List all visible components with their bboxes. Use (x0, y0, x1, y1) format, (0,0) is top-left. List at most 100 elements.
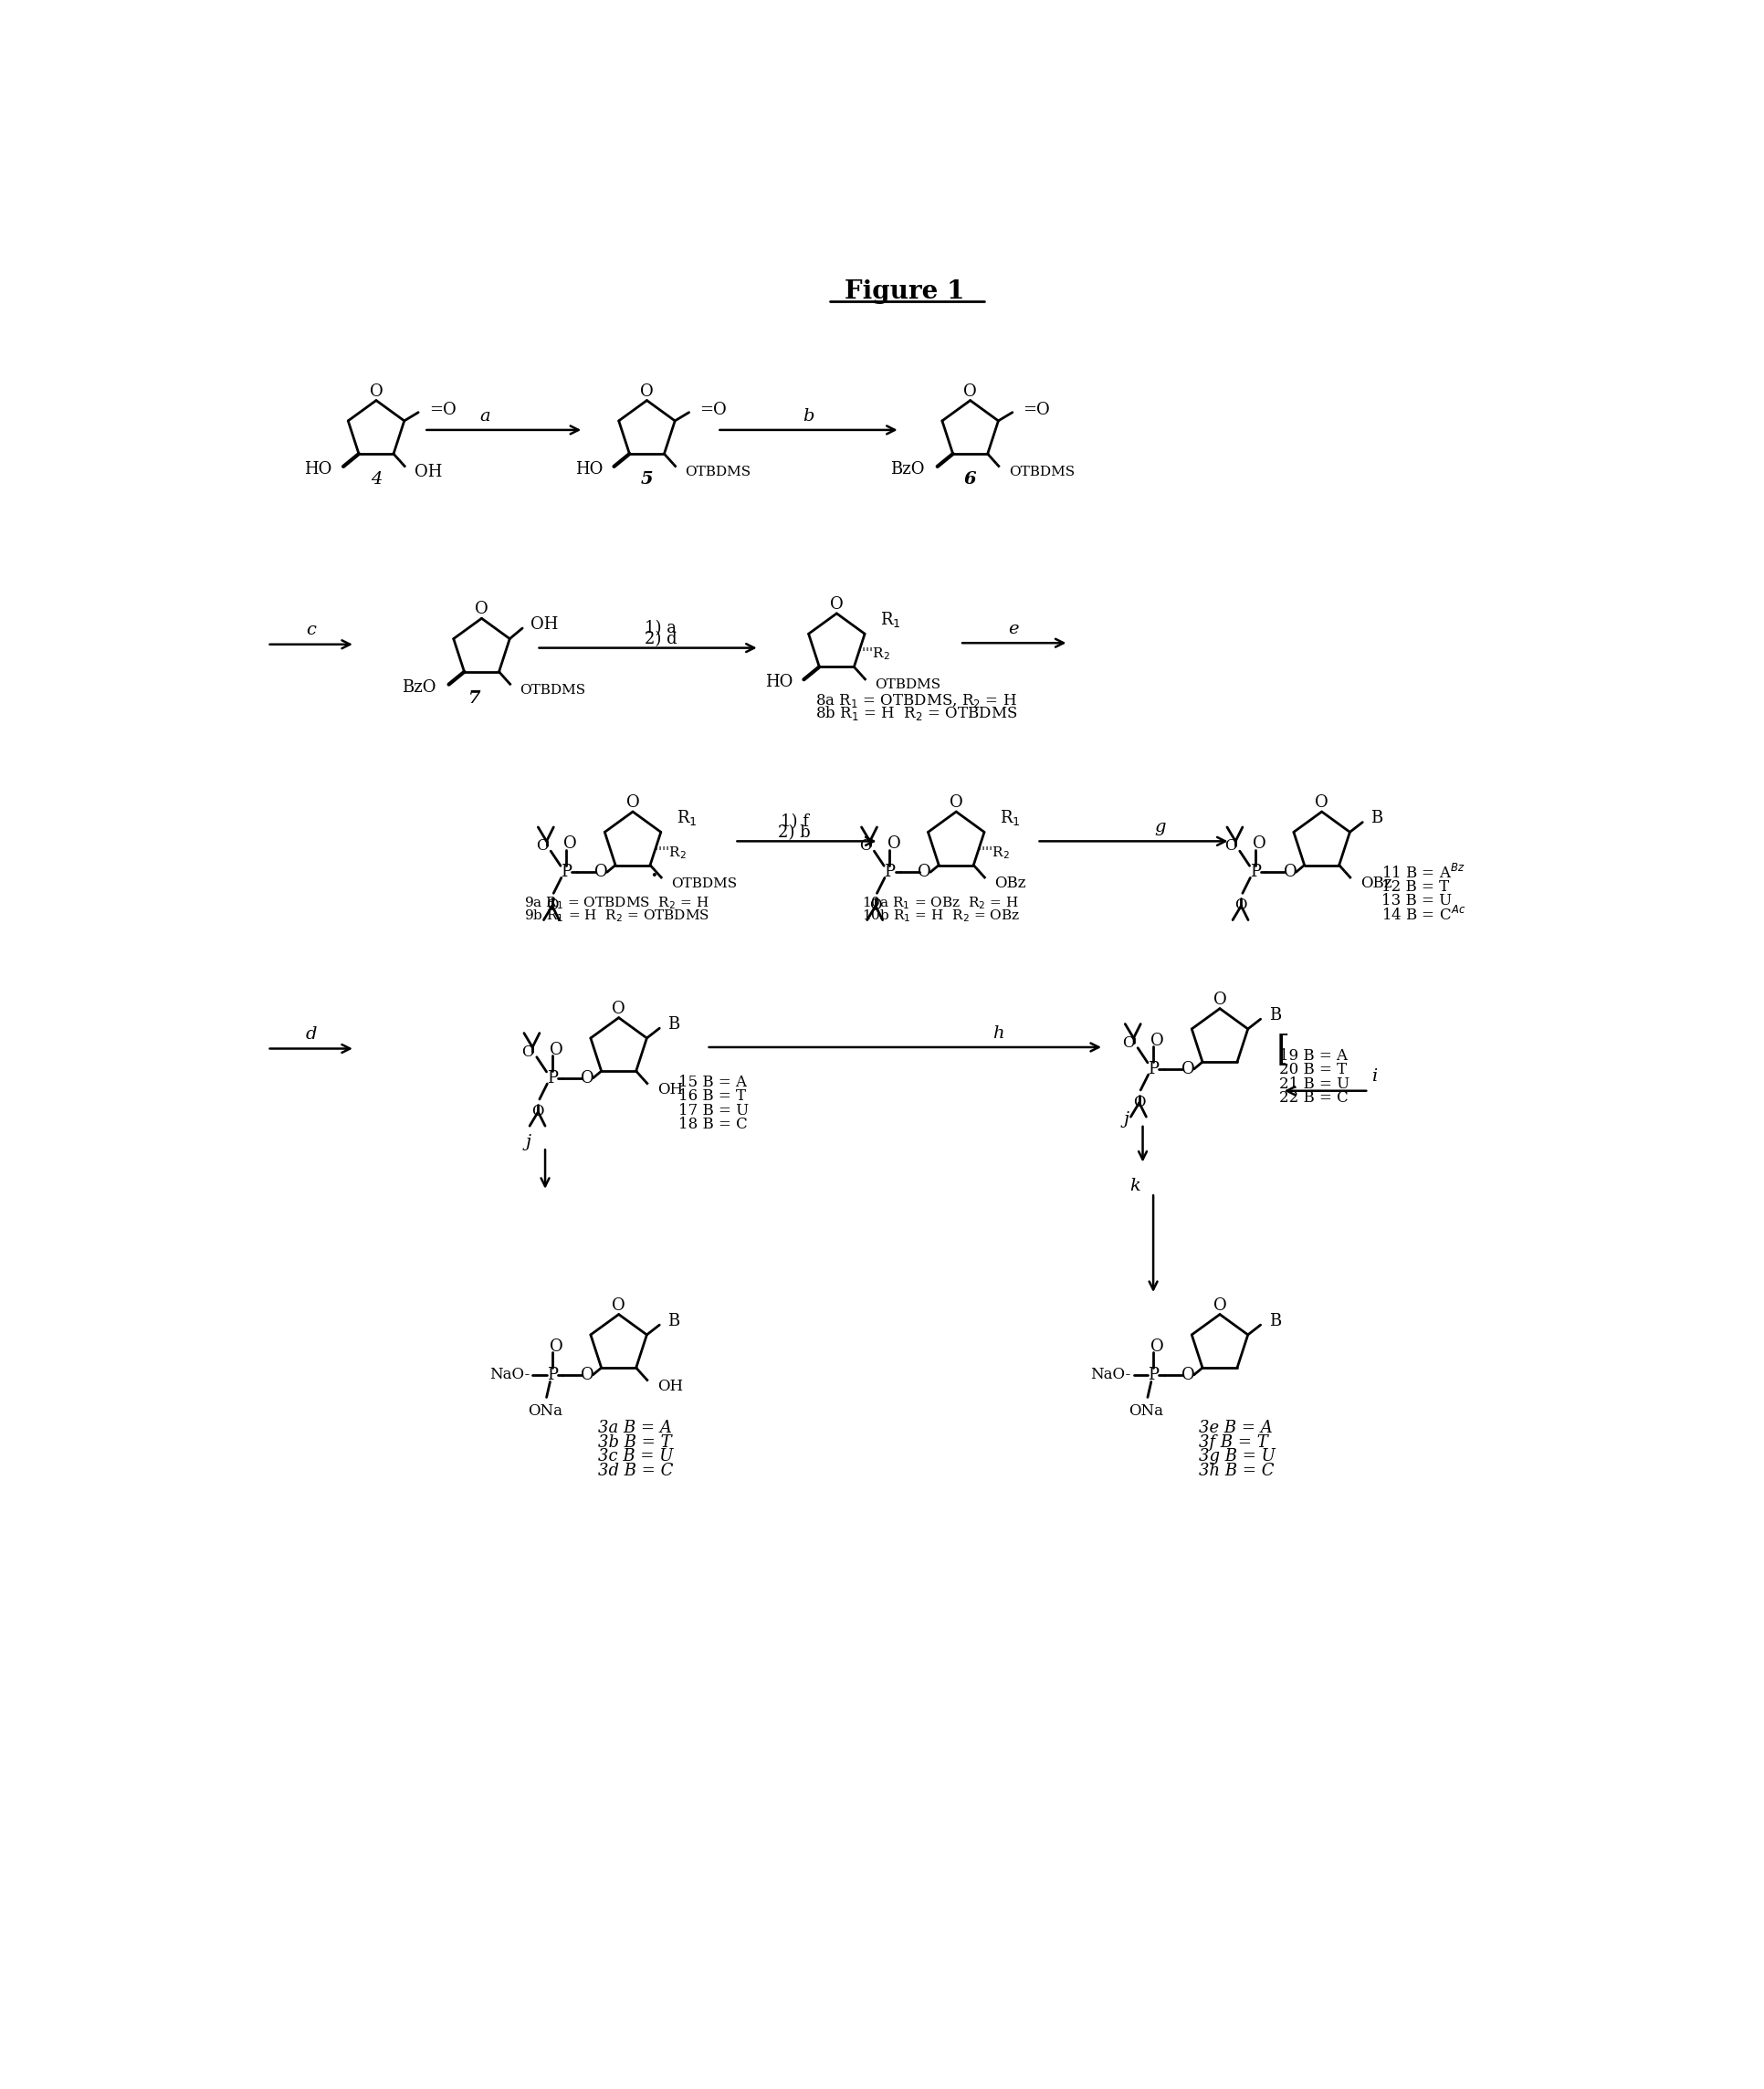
Text: O: O (531, 1103, 543, 1120)
Text: O: O (1182, 1061, 1194, 1078)
Text: O: O (580, 1070, 594, 1086)
Text: B: B (667, 1312, 679, 1329)
Text: 3h B = C: 3h B = C (1198, 1462, 1274, 1479)
Text: 11 B = A$^{Bz}$: 11 B = A$^{Bz}$ (1381, 863, 1464, 882)
Text: 6: 6 (963, 470, 975, 487)
Text: B: B (1371, 811, 1383, 827)
Text: O: O (612, 1001, 624, 1017)
Text: ''''R$_2$: ''''R$_2$ (653, 844, 686, 861)
Text: O: O (963, 382, 977, 399)
Text: OH: OH (656, 1082, 683, 1097)
Text: 1) f: 1) f (780, 813, 808, 829)
Text: 14 B = C$^{Ac}$: 14 B = C$^{Ac}$ (1381, 907, 1464, 923)
Text: OBz: OBz (1360, 875, 1392, 892)
Text: 3a B = A: 3a B = A (598, 1421, 670, 1437)
Text: O: O (369, 382, 383, 399)
Text: OTBDMS: OTBDMS (520, 683, 586, 696)
Text: 9b R$_1$ = H  R$_2$ = OTBDMS: 9b R$_1$ = H R$_2$ = OTBDMS (524, 907, 709, 923)
Text: O: O (594, 865, 609, 879)
Text: O: O (563, 836, 577, 852)
Text: O: O (522, 1044, 533, 1059)
Text: 17 B = U: 17 B = U (677, 1103, 748, 1118)
Text: =O: =O (429, 401, 455, 418)
Text: BzO: BzO (891, 462, 924, 478)
Text: =O: =O (699, 401, 727, 418)
Text: ''''R$_2$: ''''R$_2$ (857, 646, 891, 662)
Text: P: P (561, 865, 572, 879)
Text: 1) a: 1) a (644, 620, 677, 637)
Text: d: d (305, 1026, 316, 1042)
Text: O: O (534, 838, 547, 854)
Text: O: O (1235, 898, 1247, 913)
Text: O: O (626, 794, 639, 811)
Text: g: g (1154, 819, 1166, 836)
Text: O: O (859, 838, 871, 854)
Text: [: [ (1275, 1034, 1289, 1067)
Text: HO: HO (303, 462, 332, 478)
Text: O: O (549, 1339, 563, 1356)
Text: O: O (1224, 838, 1237, 854)
Text: 3e B = A: 3e B = A (1198, 1421, 1272, 1437)
Text: O: O (887, 836, 900, 852)
Text: 10b R$_1$ = H  R$_2$ = OBz: 10b R$_1$ = H R$_2$ = OBz (861, 907, 1020, 923)
Text: 16 B = T: 16 B = T (677, 1088, 746, 1105)
Text: O: O (1314, 794, 1328, 811)
Text: OH: OH (531, 616, 557, 633)
Text: e: e (1007, 620, 1018, 637)
Text: 8b R$_1$ = H  R$_2$ = OTBDMS: 8b R$_1$ = H R$_2$ = OTBDMS (815, 704, 1018, 723)
Text: P: P (547, 1070, 557, 1086)
Text: a: a (480, 407, 490, 424)
Text: O: O (829, 595, 843, 612)
Text: 10a R$_1$ = OBz  R$_2$ = H: 10a R$_1$ = OBz R$_2$ = H (861, 894, 1018, 911)
Text: HO: HO (575, 462, 603, 478)
Text: 3b B = T: 3b B = T (598, 1433, 670, 1450)
Text: =O: =O (1023, 401, 1050, 418)
Text: ''''R$_2$: ''''R$_2$ (977, 844, 1009, 861)
Text: 13 B = U: 13 B = U (1381, 894, 1452, 909)
Text: 3c B = U: 3c B = U (598, 1448, 672, 1464)
Text: O: O (1282, 865, 1297, 879)
Text: O: O (1182, 1366, 1194, 1383)
Text: c: c (305, 623, 316, 639)
Text: 20 B = T: 20 B = T (1279, 1061, 1346, 1078)
Text: OTBDMS: OTBDMS (670, 877, 737, 890)
Text: 2) d: 2) d (644, 631, 677, 648)
Text: P: P (1147, 1366, 1159, 1383)
Text: ONa: ONa (1129, 1404, 1162, 1418)
Text: 12 B = T: 12 B = T (1381, 879, 1448, 894)
Text: 2) b: 2) b (778, 825, 810, 842)
Text: OTBDMS: OTBDMS (1009, 466, 1074, 478)
Text: O: O (580, 1366, 594, 1383)
Text: P: P (1147, 1061, 1159, 1078)
Text: OH: OH (415, 464, 443, 480)
Text: k: k (1129, 1178, 1140, 1195)
Text: P: P (547, 1366, 557, 1383)
Text: O: O (1150, 1339, 1164, 1356)
Text: O: O (549, 1042, 563, 1059)
Text: j: j (1122, 1111, 1127, 1128)
Text: h: h (991, 1026, 1004, 1042)
Text: NaO-: NaO- (1090, 1366, 1131, 1383)
Text: b: b (803, 407, 813, 424)
Text: 4: 4 (370, 470, 381, 487)
Text: 8a R$_1$ = OTBDMS, R$_2$ = H: 8a R$_1$ = OTBDMS, R$_2$ = H (815, 691, 1016, 710)
Text: BzO: BzO (402, 679, 436, 696)
Text: Figure 1: Figure 1 (843, 280, 963, 303)
Text: j: j (526, 1134, 531, 1151)
Text: i: i (1371, 1067, 1376, 1084)
Text: 22 B = C: 22 B = C (1279, 1090, 1348, 1105)
Text: O: O (1212, 990, 1226, 1007)
Text: ONa: ONa (527, 1404, 563, 1418)
Text: O: O (640, 382, 653, 399)
Text: O: O (1122, 1036, 1134, 1051)
Text: P: P (884, 865, 894, 879)
Text: O: O (475, 602, 489, 618)
Text: O: O (1150, 1032, 1164, 1049)
Text: R$_1$: R$_1$ (998, 808, 1020, 827)
Text: B: B (1268, 1007, 1281, 1024)
Text: O: O (1212, 1297, 1226, 1314)
Text: OH: OH (656, 1379, 683, 1393)
Text: HO: HO (764, 675, 792, 691)
Text: 19 B = A: 19 B = A (1279, 1049, 1348, 1063)
Text: 3f B = T: 3f B = T (1198, 1433, 1267, 1450)
